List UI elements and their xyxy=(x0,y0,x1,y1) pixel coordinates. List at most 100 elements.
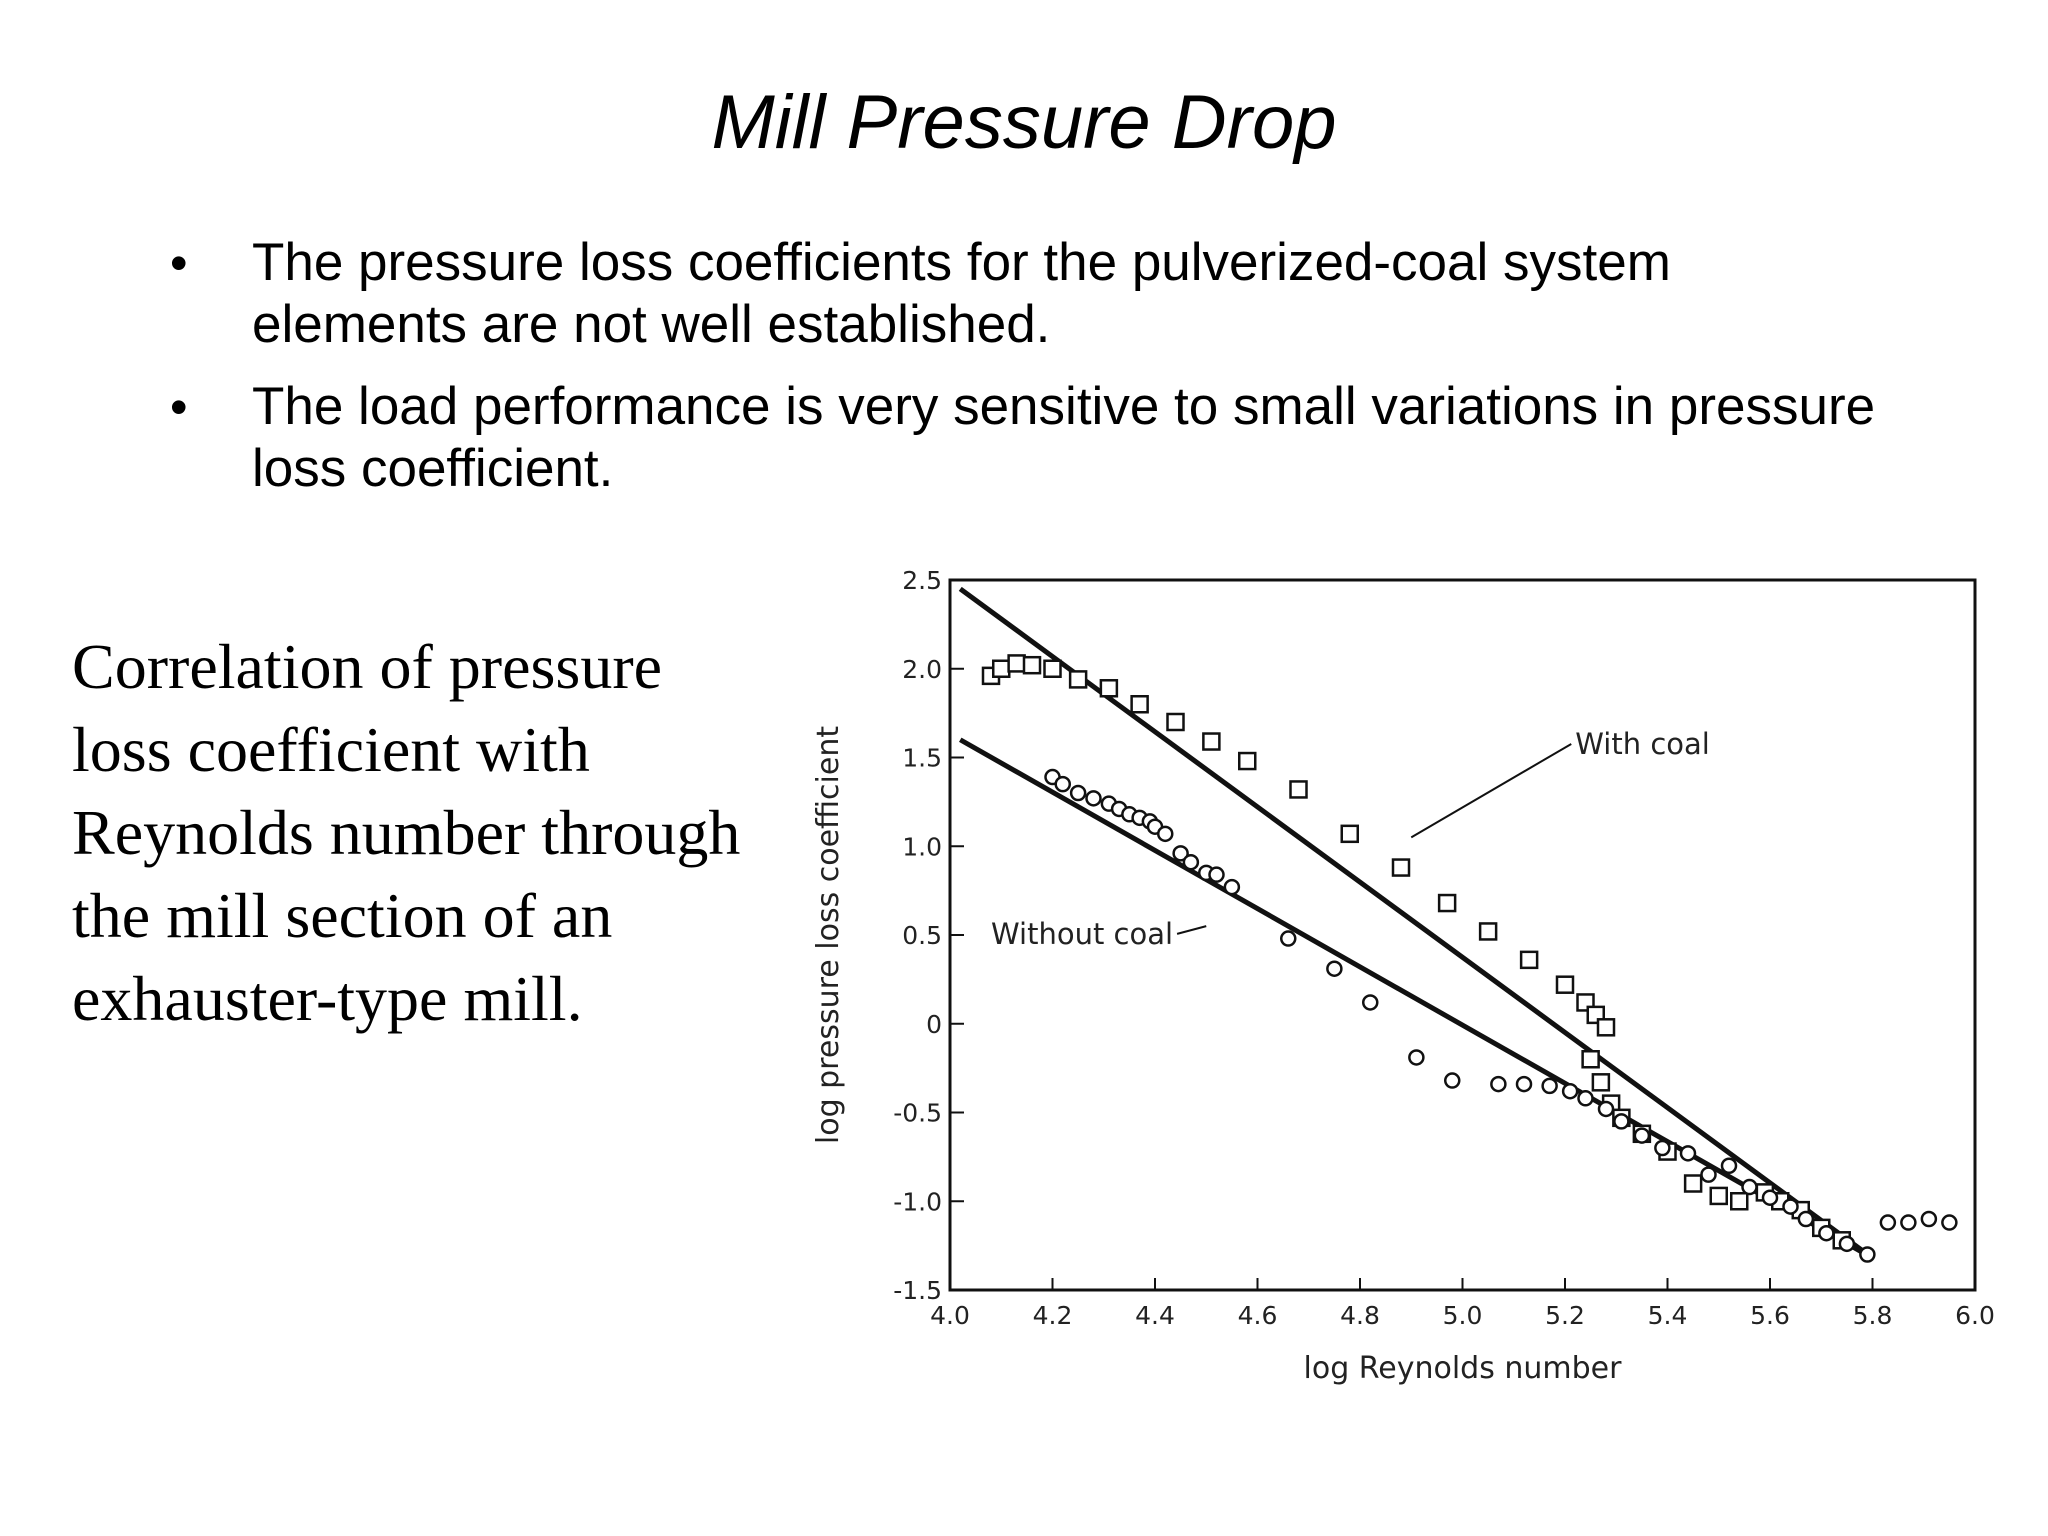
without-coal-point xyxy=(1700,1166,1717,1183)
without-coal-point xyxy=(1069,784,1087,802)
without-coal-point xyxy=(1797,1210,1815,1228)
figure-caption: Correlation of pressure loss coefficient… xyxy=(72,631,741,1034)
with-coal-point xyxy=(1591,1073,1611,1092)
y-tick-label: 2.0 xyxy=(902,655,942,684)
x-tick-label: 5.4 xyxy=(1648,1301,1688,1330)
with-coal-point xyxy=(1519,950,1539,970)
x-tick-label: 4.0 xyxy=(930,1301,970,1330)
with-coal-point xyxy=(1340,824,1359,844)
without-coal-point xyxy=(1280,930,1297,947)
with-coal-point xyxy=(1555,975,1575,994)
without-coal-point xyxy=(1597,1100,1615,1118)
with-coal-point xyxy=(1391,858,1411,877)
without-coal-leader-line xyxy=(1176,925,1207,935)
y-tick-label: -0.5 xyxy=(893,1099,942,1128)
with-coal-point xyxy=(1709,1186,1728,1206)
without-coal-point xyxy=(1326,960,1343,977)
with-coal-point xyxy=(1581,1050,1600,1069)
x-tick-label: 5.6 xyxy=(1750,1301,1790,1330)
without-coal-point xyxy=(1208,866,1225,883)
bullet-text: The load performance is very sensitive t… xyxy=(252,377,1876,498)
x-tick-label: 6.0 xyxy=(1955,1301,1995,1330)
x-tick-label: 5.0 xyxy=(1443,1301,1483,1330)
pressure-loss-chart: 4.0 4.2 4.4 4.6 4.8 5.0 5.2 5.4 5.6 5.8 6.0 2.5 2.0 1… xyxy=(811,566,1995,1386)
x-tick-label: 4.6 xyxy=(1238,1301,1278,1330)
with-coal-point xyxy=(1202,732,1221,751)
with-coal-point xyxy=(1068,670,1088,689)
without-coal-point xyxy=(1085,790,1102,807)
y-tick-label: -1.0 xyxy=(893,1187,942,1216)
without-coal-point xyxy=(1879,1214,1897,1231)
chart-fit-lines xyxy=(958,586,1874,1261)
without-coal-point xyxy=(1223,878,1241,896)
without-coal-point xyxy=(1182,853,1200,871)
without-coal-point xyxy=(1408,1049,1425,1066)
with-coal-point xyxy=(1683,1174,1703,1193)
fit-line-without-coal xyxy=(959,737,1874,1261)
with-coal-point xyxy=(1289,780,1308,799)
with-coal-point xyxy=(1478,922,1498,941)
y-tick-label: 1.0 xyxy=(902,832,942,861)
with-coal-point xyxy=(1130,695,1149,714)
without-coal-point xyxy=(1900,1214,1917,1231)
with-coal-point xyxy=(1437,893,1457,913)
with-coal-point xyxy=(1596,1018,1616,1037)
without-coal-point xyxy=(1157,825,1174,843)
with-coal-point xyxy=(1007,654,1026,673)
slide-title: Mill Pressure Drop xyxy=(711,80,1337,165)
with-coal-point xyxy=(1166,712,1185,732)
with-coal-point xyxy=(1022,655,1042,675)
y-axis-label: log pressure loss coefficient xyxy=(811,726,846,1144)
bullet-item: • The load performance is very sensitive… xyxy=(170,376,1890,500)
without-coal-label: Without coal xyxy=(991,917,1173,951)
without-coal-point xyxy=(1362,994,1379,1011)
without-coal-point xyxy=(1859,1246,1876,1263)
y-tick-label: 0.5 xyxy=(902,921,942,950)
chart-labels: With coal Without coal xyxy=(991,727,1710,951)
without-coal-point xyxy=(1561,1082,1579,1100)
without-coal-point xyxy=(1541,1077,1558,1095)
with-coal-point xyxy=(1238,751,1257,771)
without-coal-point xyxy=(1679,1145,1697,1162)
without-coal-point xyxy=(1654,1139,1671,1157)
bullet-text: The pressure loss coefficients for the p… xyxy=(252,233,1671,354)
with-coal-point xyxy=(1043,659,1062,678)
with-coal-leader-line xyxy=(1410,743,1572,839)
bullet-list: • The pressure loss coefficients for the… xyxy=(170,232,1890,520)
without-coal-point xyxy=(1444,1072,1461,1089)
x-tick-label: 5.8 xyxy=(1853,1301,1893,1330)
chart-axes: 4.0 4.2 4.4 4.6 4.8 5.0 5.2 5.4 5.6 5.8 6.0 2.5 2.0 1… xyxy=(811,566,1995,1386)
without-coal-point xyxy=(1633,1127,1651,1144)
without-coal-point xyxy=(1818,1224,1835,1242)
without-coal-point xyxy=(1054,775,1071,793)
without-coal-point xyxy=(1941,1214,1958,1231)
y-tick-label: -1.5 xyxy=(893,1276,942,1305)
without-coal-point xyxy=(1838,1235,1856,1253)
x-tick-label: 4.2 xyxy=(1033,1301,1073,1330)
with-coal-label: With coal xyxy=(1575,727,1710,761)
without-coal-point xyxy=(1741,1178,1758,1196)
x-tick-label: 4.4 xyxy=(1135,1301,1175,1330)
x-axis-label: log Reynolds number xyxy=(1304,1351,1623,1386)
y-tick-label: 1.5 xyxy=(902,744,942,773)
without-coal-point xyxy=(1515,1075,1533,1093)
without-coal-point xyxy=(1577,1090,1594,1107)
y-tick-label: 2.5 xyxy=(902,566,942,595)
without-coal-point xyxy=(1720,1157,1738,1174)
fit-line-with-coal xyxy=(958,586,1874,1261)
bullet-marker: • xyxy=(170,379,188,435)
bullet-item: • The pressure loss coefficients for the… xyxy=(170,232,1890,356)
without-coal-point xyxy=(1920,1210,1938,1228)
without-coal-point xyxy=(1613,1113,1630,1130)
without-coal-point xyxy=(1172,845,1189,862)
bullet-marker: • xyxy=(170,235,188,291)
with-coal-point xyxy=(1099,679,1119,698)
with-coal-point xyxy=(1730,1192,1749,1211)
chart-points xyxy=(981,654,1958,1263)
x-tick-label: 4.8 xyxy=(1340,1301,1380,1330)
with-coal-point xyxy=(992,659,1011,678)
without-coal-point xyxy=(1490,1075,1507,1093)
y-tick-label: 0 xyxy=(926,1010,942,1039)
without-coal-point xyxy=(1761,1189,1779,1206)
without-coal-point xyxy=(1782,1198,1799,1215)
